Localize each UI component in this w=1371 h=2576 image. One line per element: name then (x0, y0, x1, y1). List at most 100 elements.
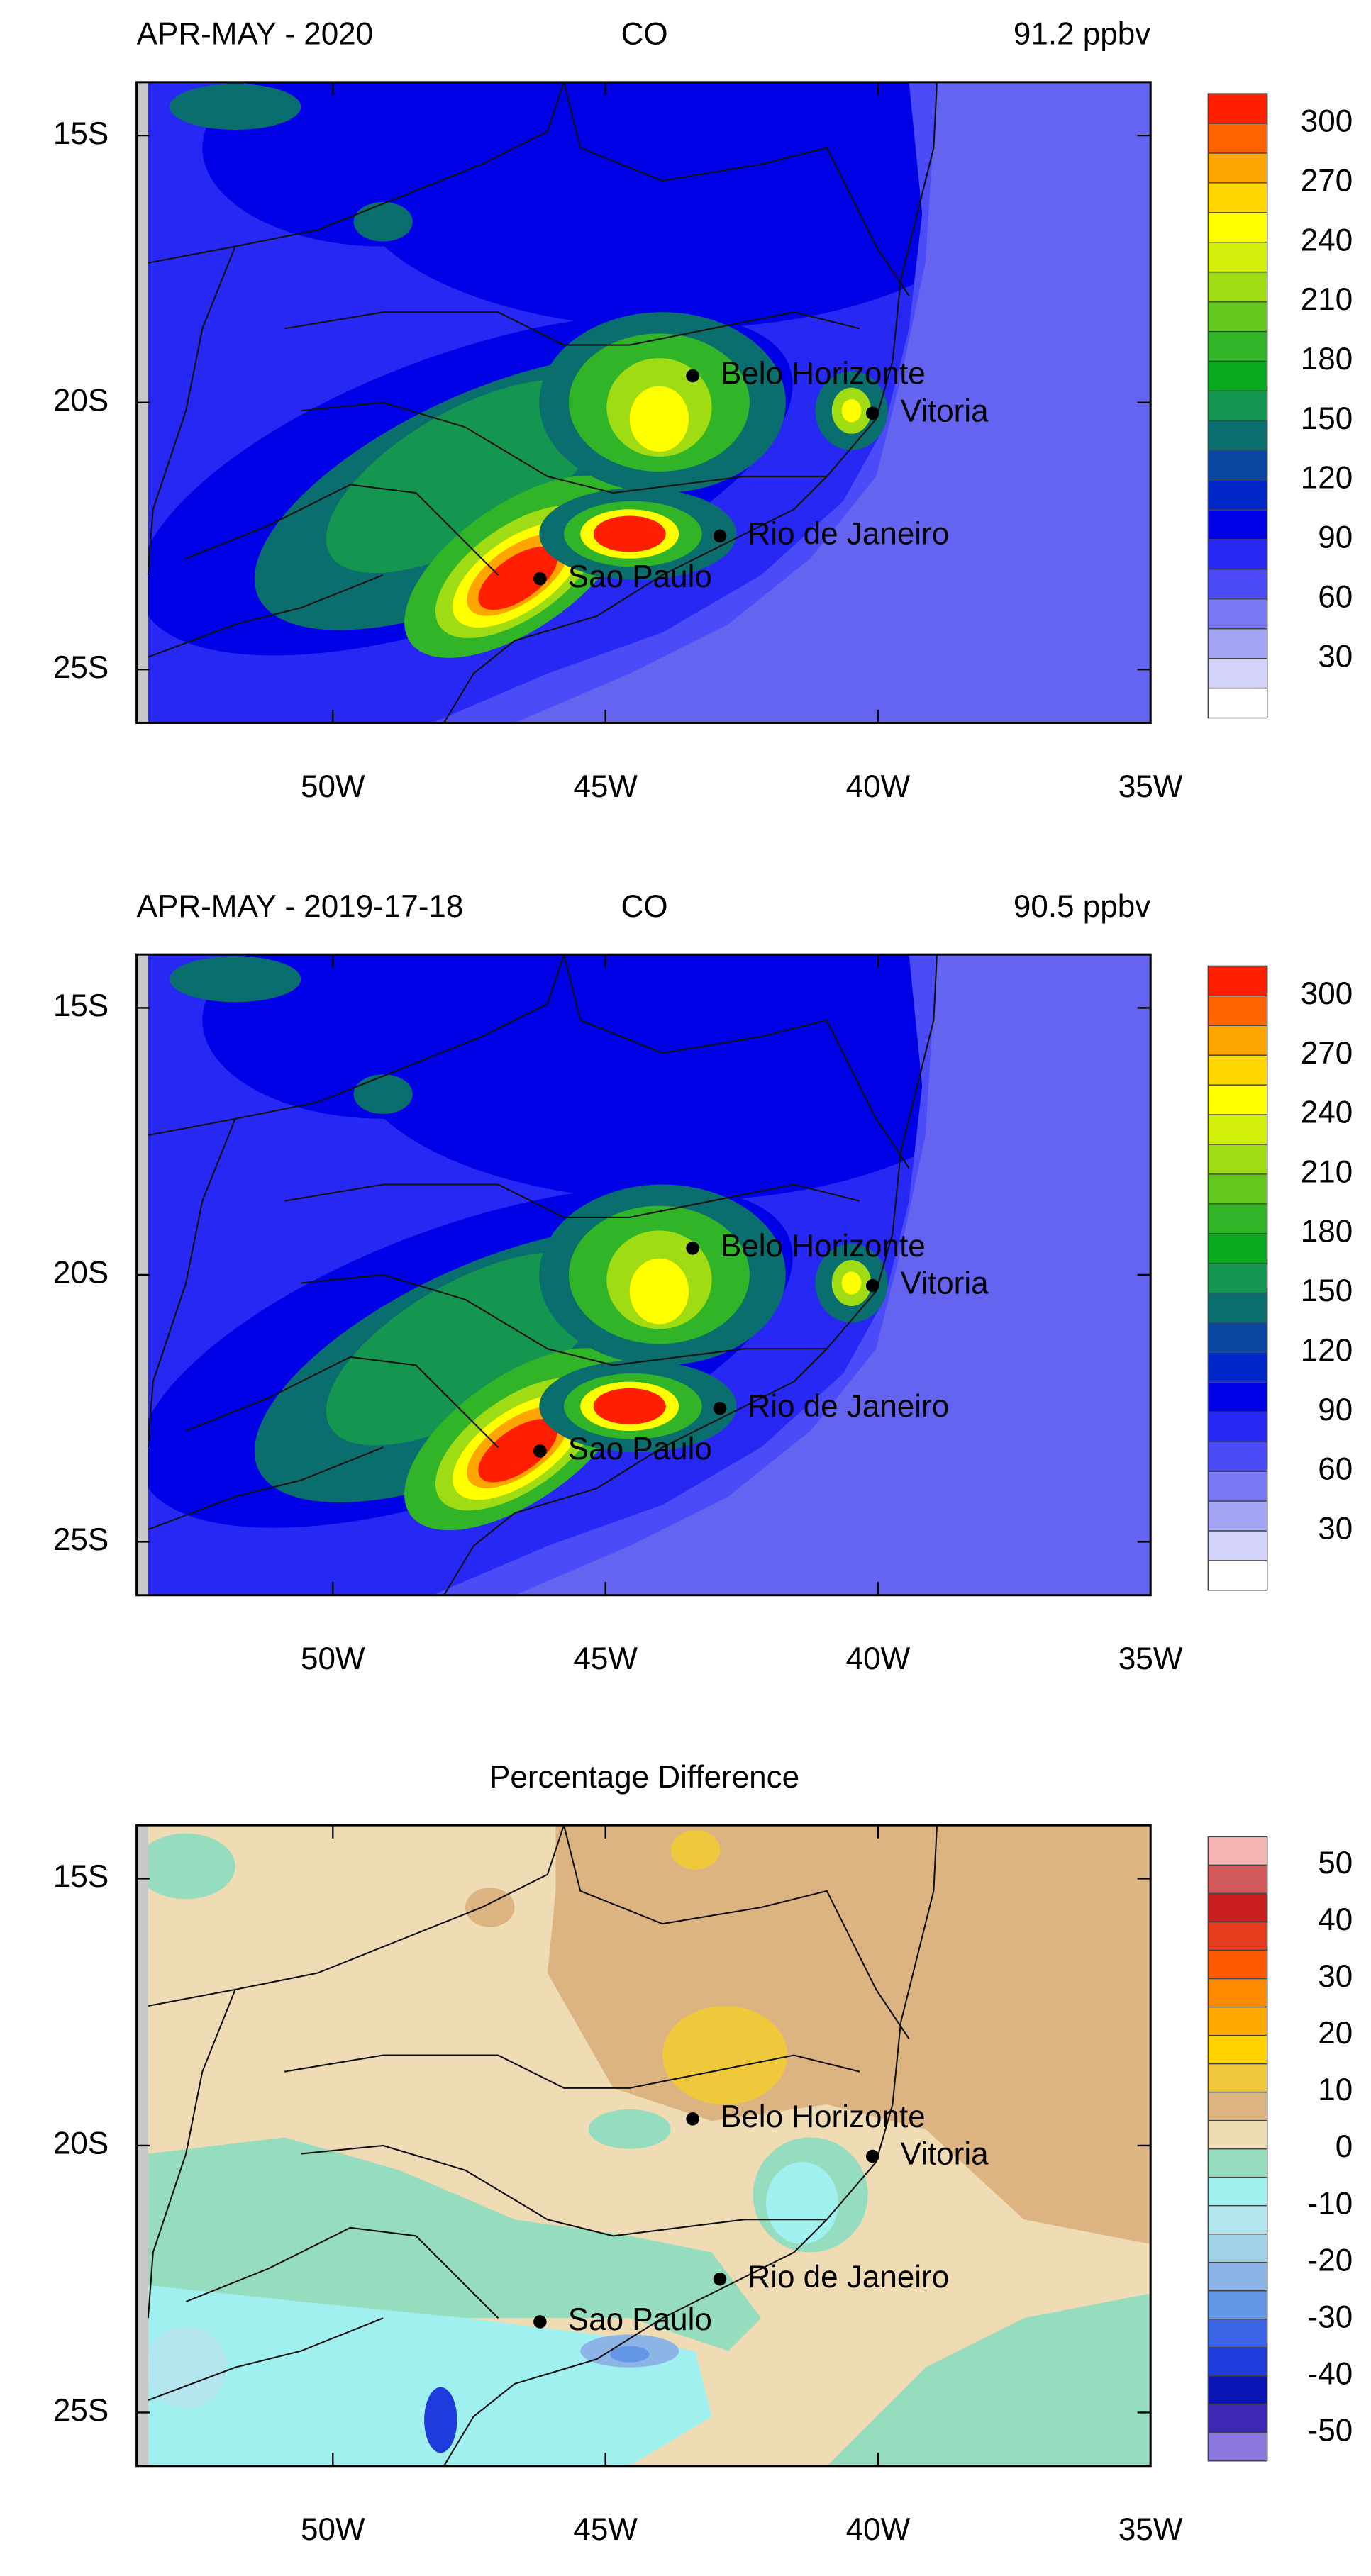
x-tick-label: 50W (301, 2512, 365, 2547)
colorbar-box (1207, 1411, 1268, 1442)
city-label: Belo Horizonte (721, 2100, 926, 2134)
colorbar-box (1207, 995, 1268, 1026)
colorbar-label: 180 (1301, 342, 1353, 377)
colorbar-label: -10 (1308, 2186, 1353, 2221)
city-label: Vitoria (901, 394, 989, 428)
colorbar-box (1207, 569, 1268, 600)
x-tick-label: 50W (301, 769, 365, 804)
y-tick-label: 20S (53, 2126, 109, 2161)
city-label: Sao Paulo (568, 1432, 712, 1466)
panel-title-right: 91.2 ppbv (1014, 17, 1150, 52)
colorbar-box (1207, 1921, 1268, 1951)
colorbar-label: 150 (1301, 1273, 1353, 1308)
colorbar-box (1207, 152, 1268, 184)
y-tick-label: 15S (53, 1859, 109, 1894)
colorbar-box (1207, 2347, 1268, 2377)
city-label: Sao Paulo (568, 2302, 712, 2337)
colorbar-box (1207, 1114, 1268, 1145)
x-tick-label: 35W (1119, 1641, 1183, 1676)
colorbar-box (1207, 1530, 1268, 1561)
x-tick-label: 40W (846, 2512, 911, 2547)
colorbar-box (1207, 1292, 1268, 1324)
difference-map (136, 1825, 1151, 2466)
colorbar-label: 40 (1318, 1902, 1353, 1937)
city-dot (533, 1444, 547, 1458)
colorbar-label: 120 (1301, 461, 1353, 496)
colorbar-box (1207, 2404, 1268, 2433)
x-tick-label: 35W (1119, 769, 1183, 804)
colorbar-box (1207, 2006, 1268, 2036)
colorbar-box (1207, 1560, 1268, 1591)
colorbar-label: 30 (1318, 1959, 1353, 1994)
city-label: Rio de Janeiro (748, 517, 949, 552)
colorbar-box (1207, 2034, 1268, 2065)
colorbar-box (1207, 2091, 1268, 2121)
city-dot (713, 2272, 727, 2286)
colorbar-box (1207, 182, 1268, 213)
colorbar-box (1207, 360, 1268, 392)
colorbar-box (1207, 271, 1268, 303)
city-label: Rio de Janeiro (748, 2260, 949, 2295)
colorbar-box (1207, 2148, 1268, 2178)
colorbar-label: -40 (1308, 2356, 1353, 2391)
colorbar-box (1207, 1836, 1268, 1866)
colorbar-box (1207, 965, 1268, 996)
colorbar-box (1207, 2290, 1268, 2320)
y-tick-label: 25S (53, 650, 109, 685)
colorbar-box (1207, 242, 1268, 273)
city-dot (865, 1278, 879, 1293)
colorbar-label: 180 (1301, 1214, 1353, 1249)
colorbar-label: 30 (1318, 1512, 1353, 1546)
panel-title-left: APR-MAY - 2020 (137, 17, 374, 52)
city-dot (865, 406, 879, 420)
colorbar-label: 120 (1301, 1333, 1353, 1368)
city-label: Sao Paulo (568, 559, 712, 594)
panel-title-center: Percentage Difference (489, 1760, 799, 1795)
colorbar-box (1207, 301, 1268, 333)
colorbar-box (1207, 628, 1268, 659)
city-dot (533, 571, 547, 586)
colorbar-box (1207, 1949, 1268, 1980)
colorbar-box (1207, 539, 1268, 570)
city-label: Vitoria (901, 1266, 989, 1301)
x-tick-label: 45W (573, 769, 638, 804)
y-tick-label: 15S (53, 116, 109, 151)
colorbar-label: 50 (1318, 1846, 1353, 1880)
colorbar-box (1207, 657, 1268, 689)
city-label: Rio de Janeiro (748, 1389, 949, 1424)
panel-title-center: CO (621, 17, 668, 52)
colorbar-label: 0 (1336, 2129, 1353, 2164)
colorbar-box (1207, 479, 1268, 511)
city-label: Belo Horizonte (721, 357, 926, 391)
colorbar-label: 30 (1318, 639, 1353, 674)
colorbar-label: 90 (1318, 520, 1353, 555)
colorbar-label: -20 (1308, 2243, 1353, 2277)
colorbar-box (1207, 1084, 1268, 1115)
colorbar-label: 60 (1318, 579, 1353, 614)
colorbar-box (1207, 2432, 1268, 2462)
colorbar-box (1207, 2233, 1268, 2263)
y-tick-label: 25S (53, 2393, 109, 2428)
y-tick-label: 25S (53, 1522, 109, 1557)
colorbar-label: 10 (1318, 2073, 1353, 2107)
panel-title-left: APR-MAY - 2019-17-18 (137, 889, 464, 924)
colorbar-box (1207, 1233, 1268, 1264)
colorbar-box (1207, 1892, 1268, 1923)
colorbar-box (1207, 1054, 1268, 1086)
colorbar-label: 240 (1301, 223, 1353, 257)
colorbar-box (1207, 598, 1268, 630)
x-tick-label: 50W (301, 1641, 365, 1676)
colorbar-label: 210 (1301, 1154, 1353, 1189)
colorbar-box (1207, 123, 1268, 154)
colorbar-box (1207, 2063, 1268, 2093)
colorbar-box (1207, 2176, 1268, 2207)
x-tick-label: 40W (846, 769, 911, 804)
colorbar-box (1207, 1441, 1268, 1472)
city-dot (865, 2149, 879, 2163)
co-map-2020 (136, 82, 1151, 723)
colorbar-box (1207, 1173, 1268, 1205)
x-tick-label: 35W (1119, 2512, 1183, 2547)
colorbar-box (1207, 2119, 1268, 2150)
city-dot (713, 1401, 727, 1415)
